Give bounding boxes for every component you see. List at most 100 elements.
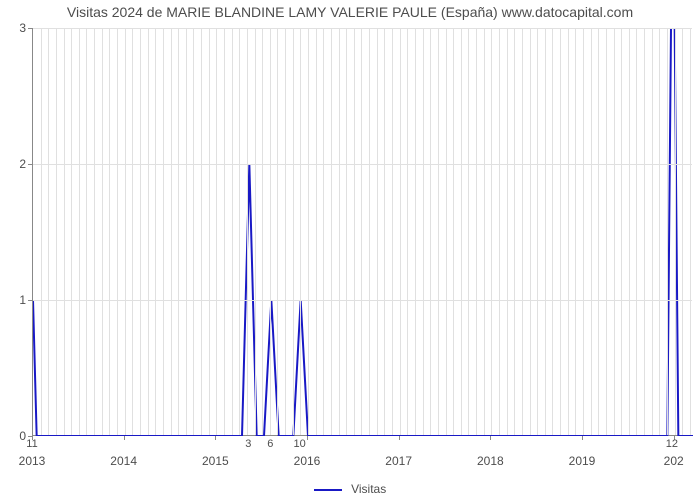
y-tick-label: 0 — [12, 429, 26, 443]
gridline-vertical-major — [675, 28, 676, 435]
gridline-vertical-minor — [277, 28, 278, 435]
gridline-vertical-minor — [323, 28, 324, 435]
y-tick-mark — [28, 28, 32, 29]
gridline-vertical-minor — [629, 28, 630, 435]
gridline-vertical-minor — [270, 28, 271, 435]
gridline-vertical-minor — [239, 28, 240, 435]
gridline-vertical-minor — [209, 28, 210, 435]
gridline-vertical-minor — [64, 28, 65, 435]
gridline-vertical-minor — [575, 28, 576, 435]
gridline-vertical-minor — [339, 28, 340, 435]
gridline-vertical-minor — [591, 28, 592, 435]
gridline-vertical-minor — [384, 28, 385, 435]
x-tick-label: 2016 — [294, 454, 321, 468]
gridline-vertical-minor — [232, 28, 233, 435]
gridline-vertical-minor — [545, 28, 546, 435]
gridline-vertical-minor — [369, 28, 370, 435]
gridline-vertical-minor — [79, 28, 80, 435]
gridline-vertical-minor — [262, 28, 263, 435]
gridline-vertical-minor — [41, 28, 42, 435]
spike-label: 10 — [294, 438, 306, 450]
chart-title: Visitas 2024 de MARIE BLANDINE LAMY VALE… — [0, 4, 700, 20]
gridline-vertical-minor — [86, 28, 87, 435]
gridline-vertical-minor — [614, 28, 615, 435]
x-tick-label: 2018 — [477, 454, 504, 468]
gridline-vertical-major — [308, 28, 309, 435]
gridline-vertical-minor — [71, 28, 72, 435]
gridline-vertical-minor — [636, 28, 637, 435]
gridline-vertical-minor — [331, 28, 332, 435]
gridline-vertical-minor — [461, 28, 462, 435]
gridline-vertical-minor — [285, 28, 286, 435]
gridline-vertical-minor — [606, 28, 607, 435]
gridline-vertical-minor — [247, 28, 248, 435]
gridline-vertical-minor — [346, 28, 347, 435]
gridline-vertical-minor — [552, 28, 553, 435]
gridline-vertical-minor — [514, 28, 515, 435]
legend-swatch — [314, 489, 342, 491]
gridline-vertical-minor — [499, 28, 500, 435]
gridline-vertical-minor — [682, 28, 683, 435]
gridline-vertical-minor — [468, 28, 469, 435]
gridline-vertical-minor — [644, 28, 645, 435]
x-tick-mark — [582, 436, 583, 440]
chart-container: Visitas 2024 de MARIE BLANDINE LAMY VALE… — [0, 0, 700, 500]
gridline-vertical-minor — [430, 28, 431, 435]
gridline-vertical-major — [125, 28, 126, 435]
gridline-vertical-major — [400, 28, 401, 435]
gridline-vertical-minor — [659, 28, 660, 435]
gridline-vertical-minor — [148, 28, 149, 435]
gridline-vertical-minor — [407, 28, 408, 435]
x-tick-mark — [307, 436, 308, 440]
legend-label: Visitas — [351, 482, 386, 496]
x-tick-label: 2014 — [110, 454, 137, 468]
gridline-vertical-major — [583, 28, 584, 435]
y-tick-label: 1 — [12, 293, 26, 307]
gridline-vertical-minor — [171, 28, 172, 435]
spike-label: 6 — [267, 438, 273, 450]
gridline-vertical-minor — [140, 28, 141, 435]
gridline-vertical-minor — [224, 28, 225, 435]
gridline-vertical-minor — [621, 28, 622, 435]
gridline-vertical-minor — [415, 28, 416, 435]
gridline-vertical-minor — [178, 28, 179, 435]
gridline-vertical-minor — [453, 28, 454, 435]
gridline-vertical-minor — [423, 28, 424, 435]
gridline-vertical-minor — [56, 28, 57, 435]
y-tick-label: 2 — [12, 157, 26, 171]
gridline-vertical-minor — [255, 28, 256, 435]
gridline-vertical-minor — [598, 28, 599, 435]
gridline-vertical-minor — [392, 28, 393, 435]
gridline-vertical-minor — [537, 28, 538, 435]
y-tick-label: 3 — [12, 21, 26, 35]
y-tick-mark — [28, 164, 32, 165]
gridline-vertical-major — [491, 28, 492, 435]
x-tick-mark — [124, 436, 125, 440]
x-tick-mark — [215, 436, 216, 440]
gridline-vertical-minor — [354, 28, 355, 435]
gridline-vertical-minor — [132, 28, 133, 435]
gridline-vertical-minor — [361, 28, 362, 435]
plot-area — [32, 28, 692, 436]
gridline-vertical-minor — [377, 28, 378, 435]
x-tick-label: 202 — [664, 454, 684, 468]
gridline-vertical-minor — [522, 28, 523, 435]
x-tick-mark — [490, 436, 491, 440]
gridline-vertical-minor — [48, 28, 49, 435]
gridline-vertical-minor — [446, 28, 447, 435]
gridline-vertical-minor — [300, 28, 301, 435]
gridline-vertical-minor — [438, 28, 439, 435]
y-tick-mark — [28, 300, 32, 301]
gridline-vertical-minor — [530, 28, 531, 435]
x-tick-label: 2019 — [569, 454, 596, 468]
gridline-vertical-minor — [667, 28, 668, 435]
gridline-vertical-minor — [316, 28, 317, 435]
x-tick-label: 2013 — [19, 454, 46, 468]
gridline-vertical-major — [216, 28, 217, 435]
x-tick-label: 2015 — [202, 454, 229, 468]
gridline-vertical-minor — [568, 28, 569, 435]
gridline-vertical-minor — [102, 28, 103, 435]
gridline-vertical-minor — [155, 28, 156, 435]
gridline-vertical-minor — [652, 28, 653, 435]
gridline-vertical-minor — [163, 28, 164, 435]
